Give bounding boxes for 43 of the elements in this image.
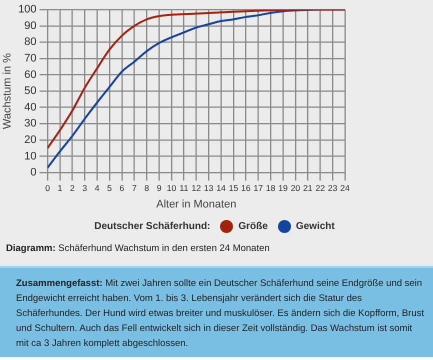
y-axis-title: Wachstum in % [2,52,14,130]
y-tick-label: 70 [24,52,37,65]
x-axis-title: Alter in Monaten [156,198,236,210]
x-tick-label: 17 [254,183,264,194]
y-tick-label: 50 [24,85,37,98]
x-tick-label: 21 [303,183,313,194]
y-tick-label: 60 [24,68,37,81]
y-tick-label: 80 [24,36,37,48]
legend-title: Deutscher Schäferhund: [94,221,210,232]
text: Zusammengefasst: Mit zwei Jahren sollte ein Deutscher Schäferhund seine Endgröße und sein Endgewicht erreicht haben. Vom 1. bis 3. Lebensjahr verändert sich die Statur des Schäferhundes. Der Hund wird etwas breiter und muskulöser. Es ändern sich die Kopfform, Brust und Schultern. Auch das Fell entwickelt sich in dieser Zeit vollständig. Das Wachstum ist somit mit ca 3 Jahren komplett abgeschlossen. [16,278,424,349]
x-tick-label: 18 [266,183,276,194]
y-tick-label: 10 [24,150,37,162]
x-tick-label: 22 [315,183,326,194]
x-tick-label: 6 [120,183,125,194]
x-tick-label: 3 [82,183,88,194]
x-tick-label: 2 [70,183,75,194]
y-tick-label: 30 [24,118,37,130]
x-tick-label: 16 [241,183,251,194]
x-tick-label: 20 [290,183,300,194]
x-tick-label: 23 [328,183,338,194]
y-tick-label: 0 [30,166,37,179]
x-tick-label: 15 [228,183,238,194]
x-tick-label: 9 [156,183,162,194]
x-tick-label: 7 [132,183,137,194]
x-tick-label: 10 [166,183,176,194]
x-tick-label: 0 [45,183,50,194]
x-tick-label: 14 [216,183,226,194]
x-tick-label: 24 [340,183,350,194]
x-tick-label: 1 [58,183,63,194]
legend-label: Größe [238,221,268,232]
legend-label: Gewicht [296,221,335,232]
x-tick-label: 12 [192,183,202,194]
x-tick-label: 13 [204,183,214,194]
y-tick-label: 40 [24,101,37,114]
x-tick-label: 8 [144,183,150,194]
x-tick-label: 11 [179,183,189,194]
y-tick-label: 100 [18,4,37,16]
x-tick-label: 5 [107,183,112,194]
x-tick-label: 4 [94,183,100,194]
text: Diagramm: Schäferhund Wachstum in den ersten 24 Monaten [6,243,270,254]
y-tick-label: 20 [24,134,37,146]
y-tick-label: 90 [24,20,37,32]
x-tick-label: 19 [278,183,288,194]
